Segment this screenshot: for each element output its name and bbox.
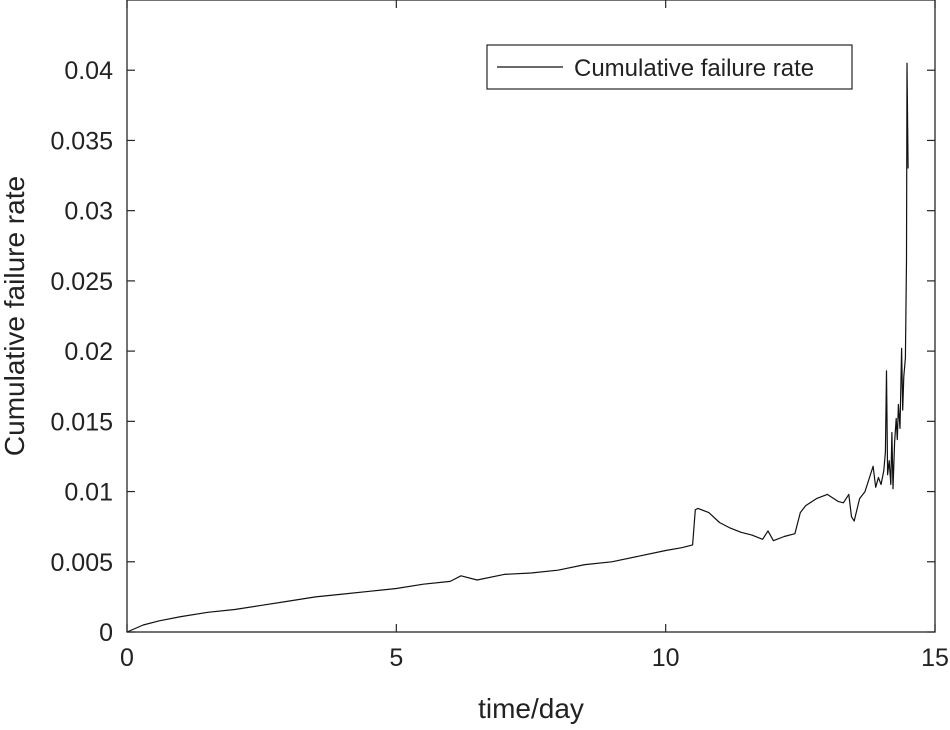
series-line (126, 62, 909, 633)
x-tick-label: 15 (921, 644, 949, 672)
x-tick-label: 10 (652, 644, 680, 672)
y-tick-label: 0.025 (50, 268, 113, 296)
y-tick-label: 0.035 (50, 127, 113, 155)
plot-area (126, 0, 936, 633)
y-tick-label: 0.005 (50, 549, 113, 577)
y-tick-label: 0.01 (64, 479, 113, 507)
x-tick-label: 5 (389, 644, 403, 672)
y-tick-label: 0.04 (64, 57, 113, 85)
y-tick-label: 0.02 (64, 338, 113, 366)
series-layer (126, 62, 909, 633)
legend: Cumulative failure rate (486, 44, 853, 90)
legend-label: Cumulative failure rate (574, 55, 814, 82)
y-tick-label: 0.03 (64, 198, 113, 226)
y-tick-label: 0.015 (50, 408, 113, 436)
ticks-layer: 0 5 10 15 0 0.005 0.01 0.015 0.02 0.025 0.03 0.035 0… (50, 0, 949, 672)
y-axis-label: Cumulative failure rate (0, 176, 30, 456)
y-tick-label: 0 (99, 619, 113, 647)
x-tick-label: 0 (120, 644, 134, 672)
x-axis-label: time/day (478, 693, 584, 724)
